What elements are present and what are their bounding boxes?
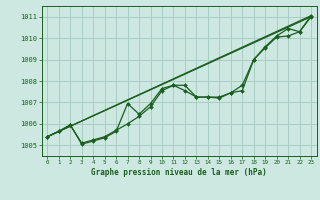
X-axis label: Graphe pression niveau de la mer (hPa): Graphe pression niveau de la mer (hPa) — [91, 168, 267, 177]
